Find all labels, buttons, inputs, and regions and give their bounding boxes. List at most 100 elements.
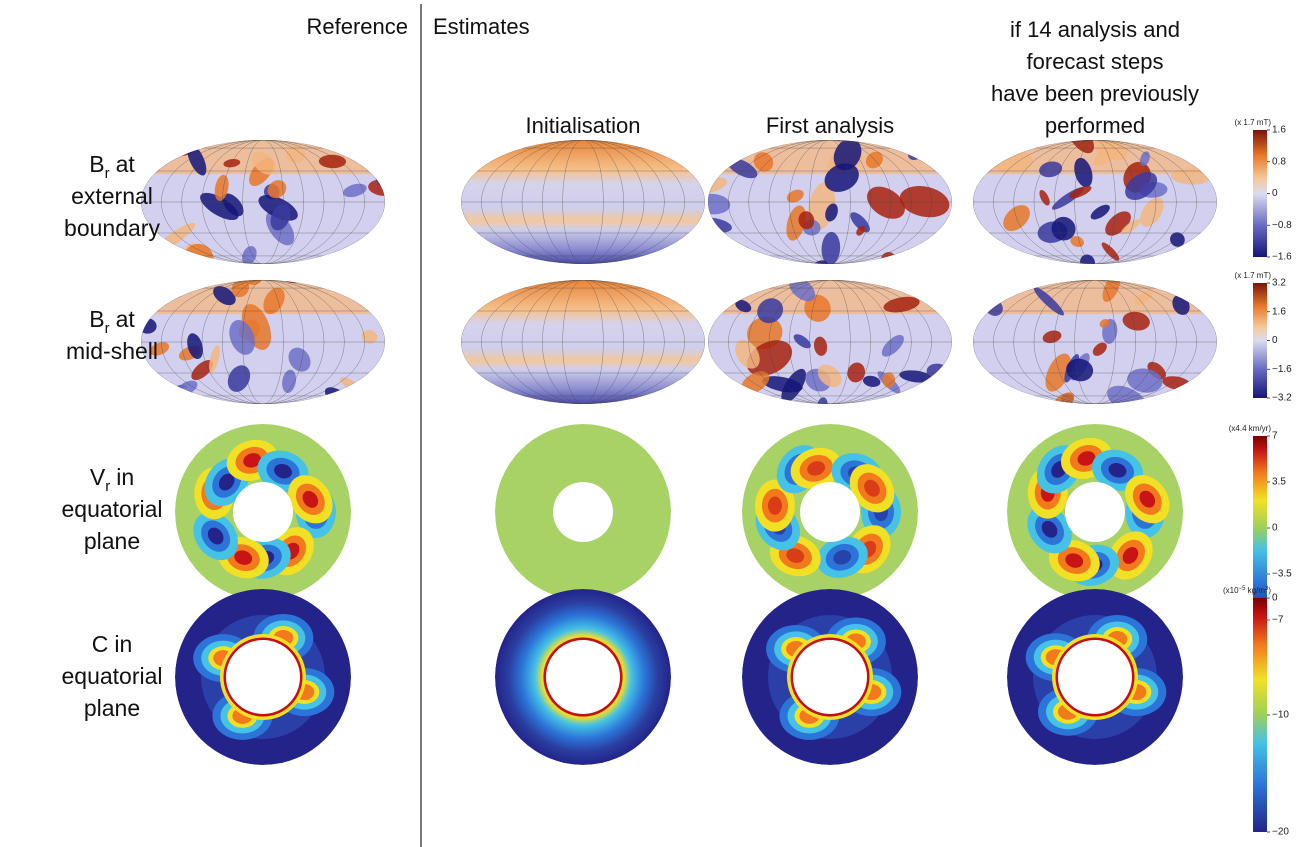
field-blob bbox=[897, 116, 914, 136]
equatorial-map bbox=[742, 589, 918, 765]
field-blob bbox=[824, 163, 859, 192]
unit-text: (x10 bbox=[1223, 586, 1239, 595]
unit-text: (x4.4 km/yr) bbox=[1229, 424, 1272, 433]
field-blob bbox=[821, 231, 841, 264]
estimates-header: Estimates bbox=[433, 14, 530, 39]
row-text: at bbox=[116, 151, 136, 177]
colorbar-label: −0.8 bbox=[1272, 220, 1292, 231]
colorbar-unit: (x4.4 km/yr) bbox=[1229, 424, 1272, 433]
field-blob bbox=[1127, 368, 1163, 393]
field-blob bbox=[1039, 161, 1063, 178]
inner-core bbox=[553, 482, 613, 542]
equatorial-map bbox=[495, 424, 671, 600]
field-blob bbox=[833, 550, 852, 565]
field-blob bbox=[1077, 451, 1096, 466]
column-header: if 14 analysis and bbox=[1010, 17, 1180, 42]
field-blob bbox=[305, 97, 321, 137]
field-blob bbox=[222, 193, 244, 217]
colorbar-label: 0.8 bbox=[1272, 156, 1286, 167]
inner-core bbox=[226, 640, 300, 714]
field-blob bbox=[1170, 168, 1211, 185]
field-blob bbox=[847, 362, 866, 383]
column-header: Initialisation bbox=[526, 113, 641, 138]
field-blob bbox=[191, 360, 214, 381]
field-blob bbox=[817, 397, 828, 404]
field-blob bbox=[339, 410, 377, 448]
field-blob bbox=[867, 401, 889, 404]
field-blob bbox=[1066, 140, 1094, 154]
column-header: have been previously bbox=[991, 81, 1199, 106]
field-blob bbox=[1092, 342, 1107, 356]
field-blob bbox=[746, 340, 793, 376]
row-label: mid-shell bbox=[66, 338, 158, 364]
inner-core bbox=[800, 482, 860, 542]
field-blob bbox=[881, 334, 904, 357]
colorbar-unit: (x10−5 kg/m3) bbox=[1223, 586, 1271, 595]
field-blob bbox=[209, 345, 220, 373]
column-header: performed bbox=[1045, 113, 1145, 138]
field-blob bbox=[817, 364, 842, 388]
field-blob bbox=[850, 212, 870, 233]
colorbar-label: −10 bbox=[1272, 710, 1289, 721]
field-blob bbox=[1066, 358, 1094, 382]
equatorial-map bbox=[175, 424, 351, 600]
field-blob bbox=[735, 299, 752, 313]
field-blob bbox=[1042, 330, 1062, 344]
unit-text: kg/m bbox=[1245, 586, 1265, 595]
field-blob bbox=[883, 296, 920, 313]
field-blob bbox=[804, 294, 831, 322]
reference-header: Reference bbox=[306, 14, 408, 39]
row-subscript: r bbox=[105, 165, 110, 182]
field-blob bbox=[1090, 204, 1110, 220]
field-blob bbox=[214, 174, 229, 201]
field-blob bbox=[234, 550, 253, 565]
field-blob bbox=[187, 333, 203, 360]
colorbar-label: 3.2 bbox=[1272, 278, 1286, 289]
field-blob bbox=[864, 479, 880, 497]
field-blob bbox=[757, 298, 784, 324]
colorbar-label: −1.6 bbox=[1272, 364, 1292, 375]
field-blob bbox=[753, 152, 774, 172]
field-blob bbox=[793, 334, 811, 349]
field-blob bbox=[243, 453, 262, 468]
row-label: Br at bbox=[89, 306, 135, 337]
field-blob bbox=[286, 145, 306, 163]
sphere-map bbox=[973, 140, 1217, 264]
colorbar bbox=[1253, 598, 1267, 832]
sphere-map bbox=[708, 116, 952, 264]
field-blob bbox=[973, 292, 989, 305]
field-blob bbox=[899, 370, 933, 383]
equatorial-map bbox=[1007, 424, 1183, 600]
colorbar-label: 0 bbox=[1272, 593, 1278, 604]
field-blob bbox=[899, 185, 950, 218]
unit-text: (x 1.7 mT) bbox=[1235, 271, 1272, 280]
row-label: Br at bbox=[89, 151, 135, 182]
field-blob bbox=[735, 339, 760, 369]
row-symbol: B bbox=[89, 306, 104, 332]
row-text: plane bbox=[84, 695, 140, 721]
field-blob bbox=[223, 158, 241, 168]
colorbar-label: 0 bbox=[1272, 523, 1278, 534]
unit-superscript: 3 bbox=[1265, 586, 1269, 592]
field-blob bbox=[1134, 290, 1153, 306]
field-blob bbox=[807, 461, 826, 476]
sphere-map bbox=[461, 140, 705, 264]
field-blob bbox=[862, 375, 881, 387]
colorbar-label: −7 bbox=[1272, 615, 1284, 626]
field-blob bbox=[1041, 520, 1058, 538]
field-blob bbox=[1094, 140, 1123, 158]
field-blob bbox=[282, 369, 297, 393]
field-blob bbox=[1122, 311, 1150, 331]
row-text: equatorial bbox=[61, 663, 162, 689]
field-blob bbox=[175, 264, 205, 291]
field-blob bbox=[200, 192, 239, 221]
inner-core bbox=[793, 640, 867, 714]
row-text: in bbox=[114, 631, 132, 657]
field-blob bbox=[274, 463, 292, 479]
row-text: mid-shell bbox=[66, 338, 158, 364]
field-blob bbox=[736, 254, 756, 264]
field-blob bbox=[1080, 254, 1095, 264]
equatorial-map bbox=[495, 589, 671, 765]
